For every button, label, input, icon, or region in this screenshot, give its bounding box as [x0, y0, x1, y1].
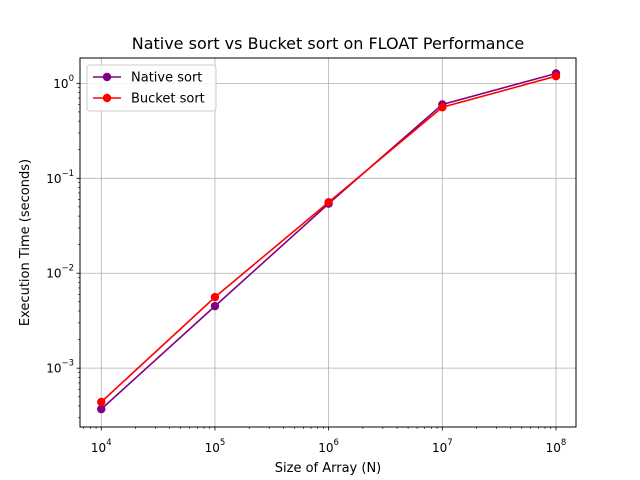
y-axis-label: Execution Time (seconds) — [18, 159, 33, 326]
data-point — [324, 198, 333, 207]
data-point — [210, 301, 220, 311]
legend-label: Native sort — [131, 71, 202, 86]
y-tick-label-base: 10 — [53, 77, 68, 91]
x-tick-label-base: 10 — [91, 441, 106, 455]
x-axis-label: Size of Array (N) — [275, 461, 382, 476]
series-layer — [97, 69, 561, 414]
x-tick-label-exponent: 6 — [334, 438, 339, 448]
x-tick-label-exponent: 7 — [447, 438, 452, 448]
y-tick-label: 10−3 — [46, 359, 74, 376]
y-tick-label-exponent: −3 — [61, 359, 74, 369]
x-tick-label-base: 10 — [432, 441, 447, 455]
x-tick-label: 108 — [546, 438, 567, 455]
chart-title: Native sort vs Bucket sort on FLOAT Perf… — [132, 34, 525, 53]
plot-frame — [79, 57, 577, 428]
x-tick-label-base: 10 — [318, 441, 333, 455]
x-tick-label: 104 — [91, 438, 112, 455]
legend: Native sort Bucket sort — [86, 64, 217, 112]
y-tick-label: 100 — [53, 74, 74, 91]
x-tick-label: 107 — [432, 438, 453, 455]
y-tick-label: 10−2 — [46, 264, 74, 281]
legend-marker — [102, 72, 112, 82]
data-point — [551, 71, 561, 81]
y-tick-label-base: 10 — [46, 362, 61, 376]
x-tick-label: 106 — [318, 438, 339, 455]
y-tick-label-base: 10 — [46, 267, 61, 281]
series-2 — [97, 71, 561, 407]
x-tick-label-base: 10 — [205, 441, 220, 455]
x-tick-label-exponent: 4 — [106, 438, 111, 448]
data-point — [210, 292, 220, 302]
data-point — [438, 103, 447, 112]
y-tick-label: 10−1 — [46, 169, 74, 186]
y-tick-label-exponent: −1 — [61, 169, 74, 179]
legend-item: Bucket sort — [93, 92, 205, 107]
data-point — [97, 404, 106, 414]
y-tick-label-exponent: 0 — [69, 74, 74, 84]
legend-marker — [102, 93, 112, 103]
data-point — [97, 397, 106, 407]
x-tick-label: 105 — [205, 438, 226, 455]
legend-item: Native sort — [93, 71, 202, 86]
x-tick-label-exponent: 8 — [561, 438, 566, 448]
y-tick-label-base: 10 — [46, 172, 61, 186]
x-tick-label-base: 10 — [546, 441, 561, 455]
y-tick-label-exponent: −2 — [61, 264, 74, 274]
legend-label: Bucket sort — [131, 92, 205, 107]
x-tick-label-exponent: 5 — [220, 438, 225, 448]
